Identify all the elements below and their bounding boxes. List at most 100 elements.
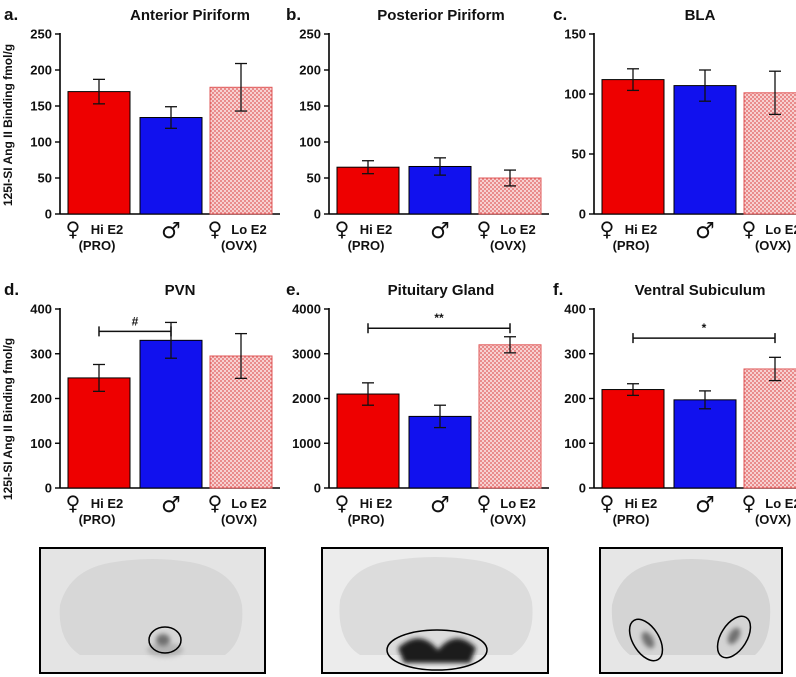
bar-2 xyxy=(139,339,203,489)
panel-title: Ventral Subiculum xyxy=(635,282,766,299)
bar-charts: a. Anterior Piriform 0 50 100 150 200 250 ♀ Hi E2… xyxy=(4,5,796,527)
y-tick-label: 0 xyxy=(579,207,586,222)
female-symbol: ♀ xyxy=(335,491,350,515)
y-tick-label: 100 xyxy=(564,87,586,102)
y-tick-label: 0 xyxy=(314,207,321,222)
y-tick-label: 1000 xyxy=(292,436,321,451)
category-label-line1: Lo E2 xyxy=(500,222,535,237)
bar-2 xyxy=(408,415,472,489)
female-symbol: ♀ xyxy=(208,491,223,515)
y-tick-label: 400 xyxy=(564,302,586,317)
category-label-line2: (PRO) xyxy=(79,512,116,527)
y-tick-label: 150 xyxy=(564,27,586,42)
male-symbol: ♂ xyxy=(695,493,715,518)
category-label-line1: Lo E2 xyxy=(231,222,266,237)
panel-title: BLA xyxy=(685,7,716,24)
panel-title: Anterior Piriform xyxy=(130,7,250,24)
chart-3: c. BLA 0 50 100 150 ♀ Hi E2(PRO) ♂ ♀ Lo E2(OVX) xyxy=(553,5,796,253)
y-tick-label: 2000 xyxy=(292,391,321,406)
bar-2 xyxy=(139,117,203,215)
y-tick-label: 100 xyxy=(30,135,52,150)
category-label-line1: Lo E2 xyxy=(500,496,535,511)
bar-3 xyxy=(478,177,542,215)
y-tick-label: 50 xyxy=(38,171,52,186)
y-tick-label: 250 xyxy=(30,27,52,42)
category-label-line1: Hi E2 xyxy=(91,222,124,237)
autoradiograph-pituitary xyxy=(321,547,549,674)
bar-1 xyxy=(67,377,131,489)
bar-1 xyxy=(336,393,400,489)
significance-label: # xyxy=(132,314,139,328)
chart-1: a. Anterior Piriform 0 50 100 150 200 250 ♀ Hi E2… xyxy=(4,5,280,253)
female-symbol: ♀ xyxy=(477,217,492,241)
bar-3 xyxy=(743,368,796,489)
y-tick-label: 200 xyxy=(299,63,321,78)
y-tick-label: 200 xyxy=(30,63,52,78)
panel-letter: b. xyxy=(286,5,301,24)
panel-letter: d. xyxy=(4,280,19,299)
female-symbol: ♀ xyxy=(742,217,757,241)
female-symbol: ♀ xyxy=(477,491,492,515)
panel-letter: f. xyxy=(553,280,563,299)
chart-2: b. Posterior Piriform 0 50 100 150 200 250 ♀ Hi E… xyxy=(286,5,549,253)
category-label-line1: Hi E2 xyxy=(360,496,393,511)
y-tick-label: 200 xyxy=(564,391,586,406)
bar-1 xyxy=(601,79,665,215)
female-symbol: ♀ xyxy=(742,491,757,515)
subiculum-right-ellipse xyxy=(716,615,752,659)
category-label-line2: (OVX) xyxy=(755,512,791,527)
y-tick-label: 3000 xyxy=(292,346,321,361)
chart-4: d. PVN 0 100 200 300 400 ♀ Hi E2(PRO) ♂ ♀ Lo E2(OVX… xyxy=(4,280,280,527)
y-tick-label: 100 xyxy=(564,436,586,451)
panel-title: Pituitary Gland xyxy=(388,282,495,299)
y-tick-label: 250 xyxy=(299,27,321,42)
category-label-line2: (PRO) xyxy=(613,512,650,527)
subiculum-left-ellipse xyxy=(628,618,664,662)
male-symbol: ♂ xyxy=(161,493,181,518)
pituitary-highlight-ellipse xyxy=(386,629,488,671)
autoradiograph-pvn xyxy=(39,547,266,674)
female-symbol: ♀ xyxy=(335,217,350,241)
y-tick-label: 4000 xyxy=(292,302,321,317)
significance-label: ** xyxy=(434,311,444,325)
male-symbol: ♂ xyxy=(430,493,450,518)
category-label-line1: Hi E2 xyxy=(360,222,393,237)
y-tick-label: 150 xyxy=(30,99,52,114)
bar-1 xyxy=(601,389,665,489)
female-symbol: ♀ xyxy=(600,217,615,241)
female-symbol: ♀ xyxy=(208,217,223,241)
category-label-line1: Hi E2 xyxy=(625,222,658,237)
category-label-line2: (OVX) xyxy=(490,238,526,253)
category-label-line2: (OVX) xyxy=(221,512,257,527)
male-symbol: ♂ xyxy=(161,219,181,244)
female-symbol: ♀ xyxy=(66,491,81,515)
bar-1 xyxy=(67,91,131,215)
female-symbol: ♀ xyxy=(66,217,81,241)
autoradiograph-ventral-subiculum xyxy=(599,547,783,674)
significance-label: * xyxy=(702,321,707,335)
y-tick-label: 0 xyxy=(45,481,52,496)
y-tick-label: 100 xyxy=(299,135,321,150)
bar-2 xyxy=(673,85,737,215)
chart-5: e. Pituitary Gland 0 1000 2000 3000 4000 ♀ Hi E2… xyxy=(286,280,549,527)
category-label-line2: (PRO) xyxy=(348,238,385,253)
y-tick-label: 0 xyxy=(579,481,586,496)
y-tick-label: 200 xyxy=(30,391,52,406)
y-tick-label: 300 xyxy=(564,346,586,361)
bar-2 xyxy=(673,399,737,489)
panel-letter: a. xyxy=(4,5,18,24)
category-label-line2: (OVX) xyxy=(490,512,526,527)
category-label-line1: Lo E2 xyxy=(765,222,796,237)
category-label-line1: Hi E2 xyxy=(625,496,658,511)
category-label-line2: (PRO) xyxy=(79,238,116,253)
y-axis-title-bottom: 125I-SI Ang II Binding fmol/g xyxy=(1,338,15,500)
y-tick-label: 50 xyxy=(307,171,321,186)
y-tick-label: 0 xyxy=(45,207,52,222)
category-label-line2: (PRO) xyxy=(348,512,385,527)
y-tick-label: 0 xyxy=(314,481,321,496)
panel-letter: e. xyxy=(286,280,300,299)
category-label-line2: (PRO) xyxy=(613,238,650,253)
panel-title: PVN xyxy=(165,282,196,299)
y-tick-label: 150 xyxy=(299,99,321,114)
